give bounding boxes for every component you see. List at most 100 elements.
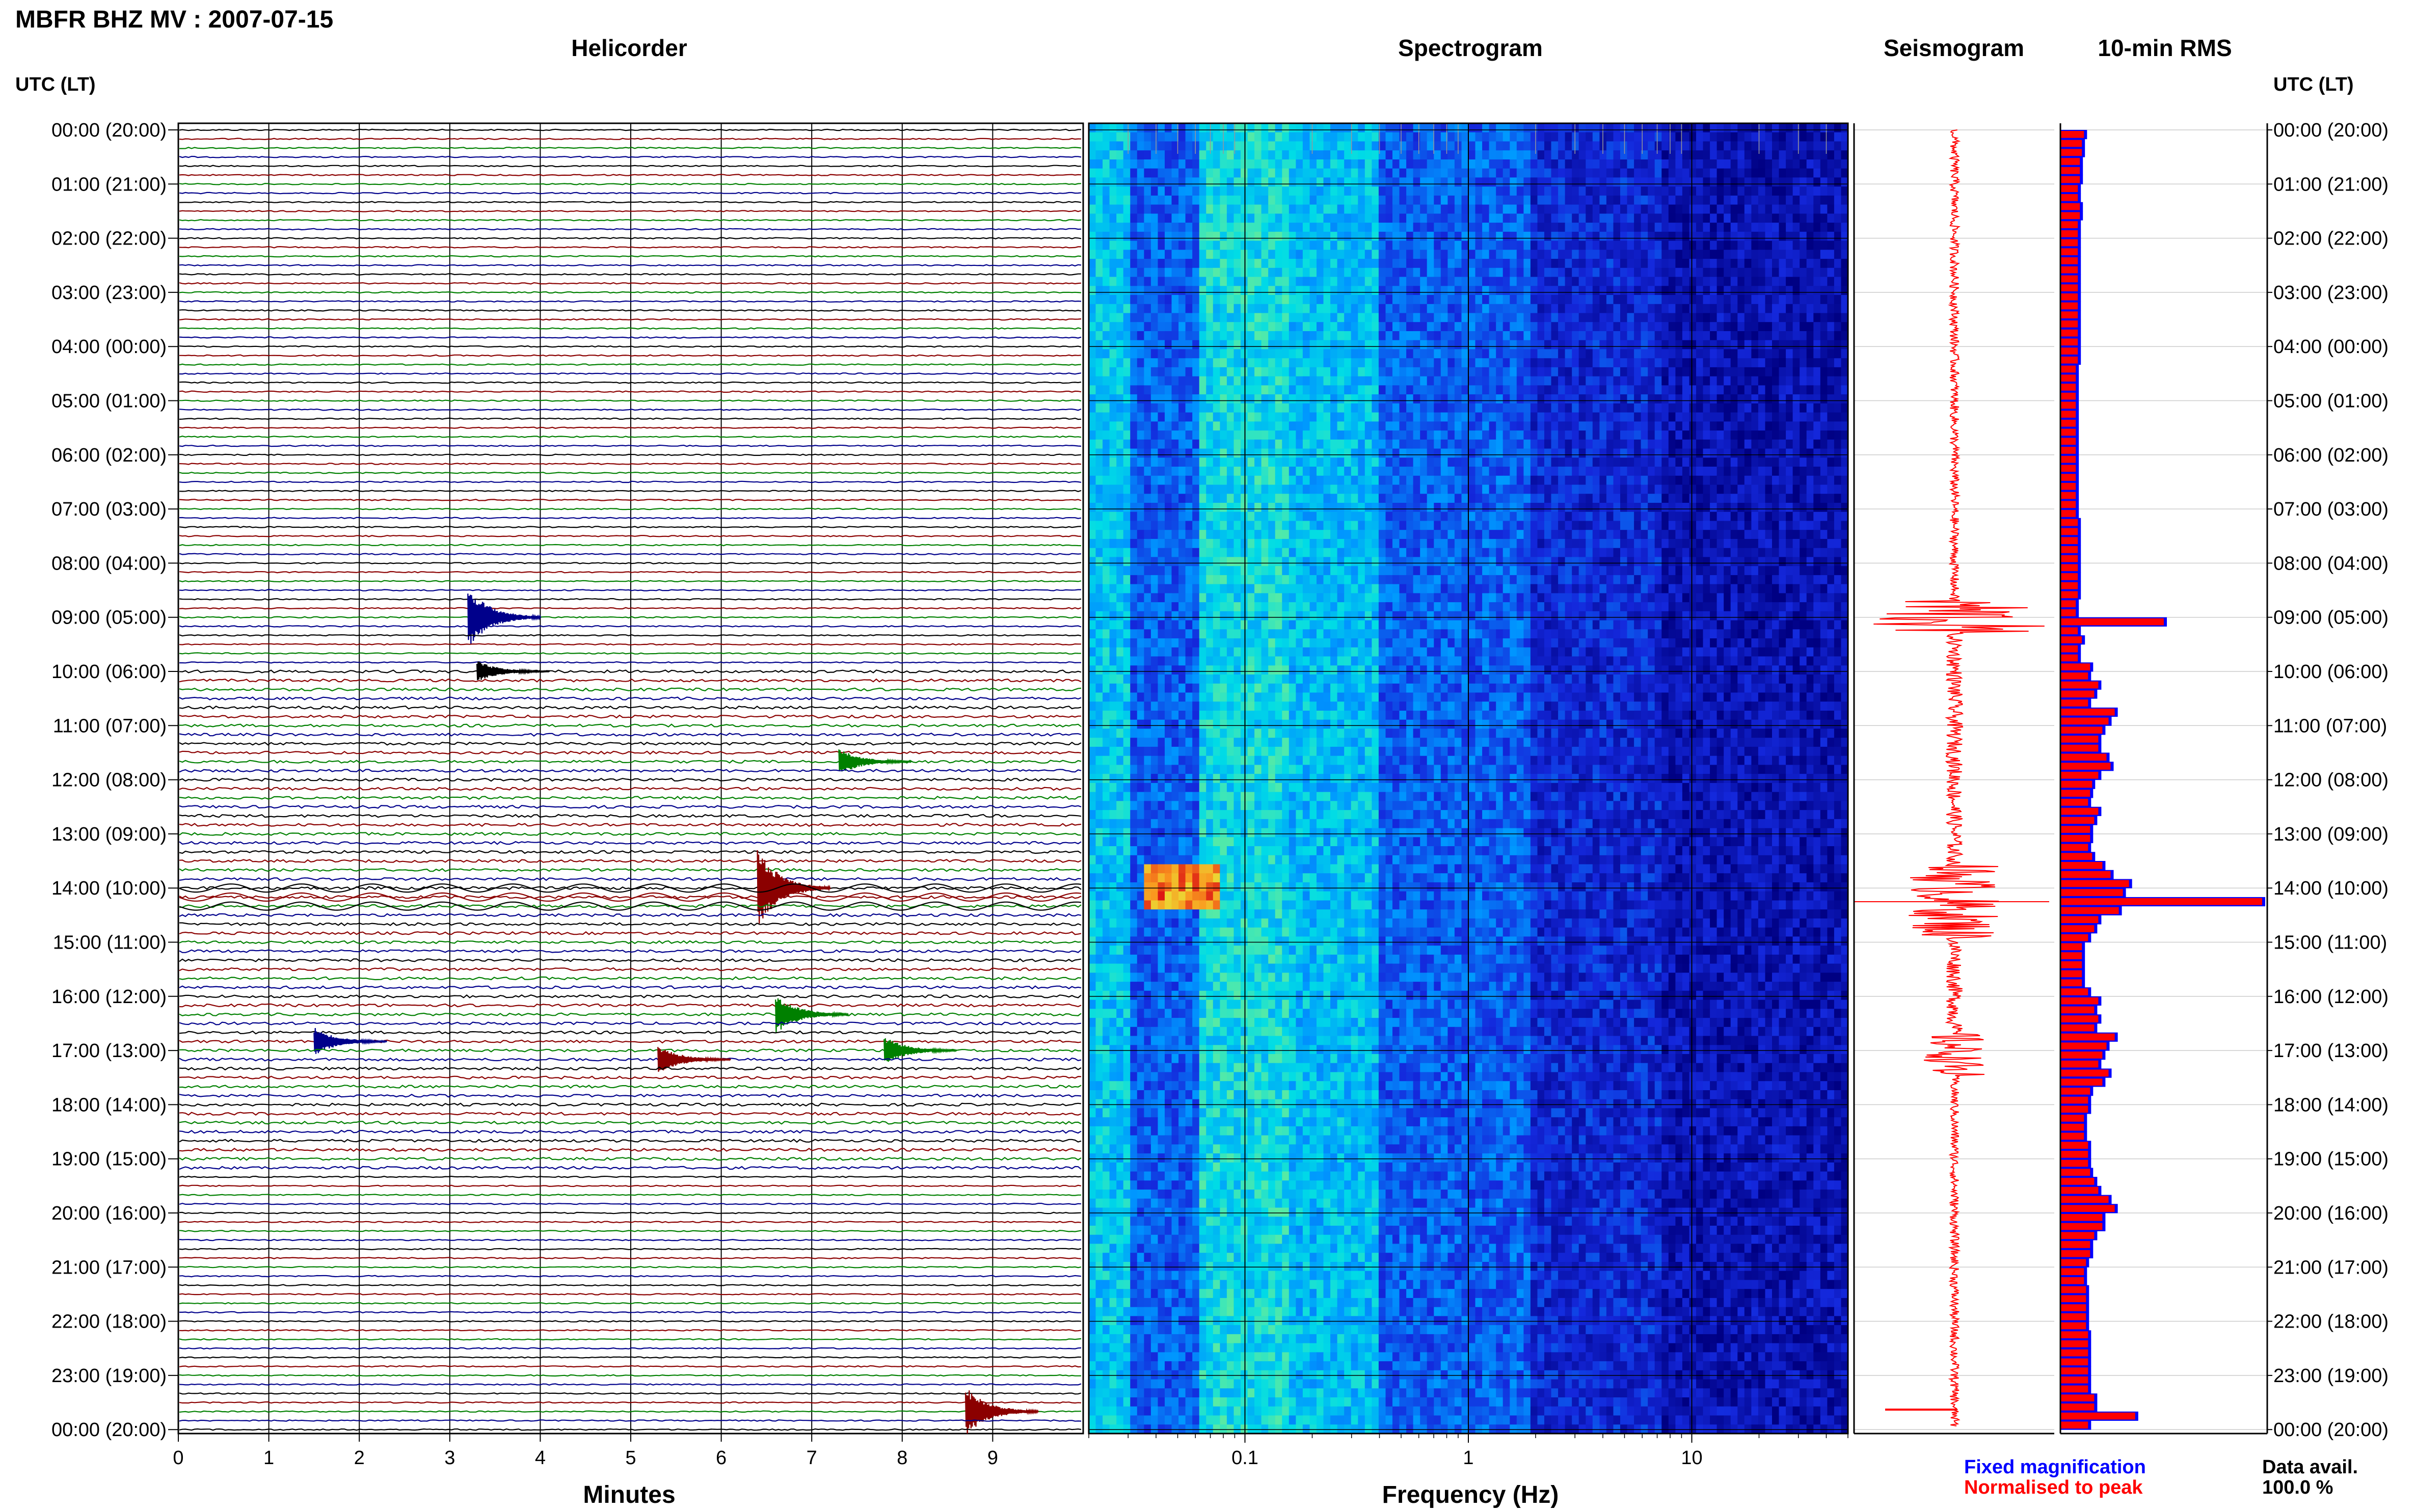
spectrogram-cell bbox=[1820, 277, 1828, 286]
spectrogram-cell bbox=[1358, 295, 1365, 304]
spectrogram-cell bbox=[1144, 376, 1151, 386]
spectrogram-cell bbox=[1606, 177, 1614, 186]
spectrogram-cell bbox=[1137, 376, 1144, 386]
spectrogram-cell bbox=[1468, 241, 1475, 250]
spectrogram-cell bbox=[1620, 286, 1627, 295]
spectrogram-cell bbox=[1427, 385, 1434, 394]
spectrogram-cell bbox=[1199, 457, 1206, 467]
spectrogram-cell bbox=[1517, 150, 1524, 159]
spectrogram-cell bbox=[1462, 403, 1469, 413]
spectrogram-cell bbox=[1745, 449, 1752, 458]
spectrogram-cell bbox=[1599, 169, 1606, 178]
spectrogram-cell bbox=[1172, 159, 1179, 169]
spectrogram-cell bbox=[1779, 196, 1786, 205]
spectrogram-cell bbox=[1669, 430, 1676, 440]
spectrogram-cell bbox=[1648, 358, 1655, 367]
spectrogram-cell bbox=[1123, 159, 1131, 169]
spectrogram-cell bbox=[1682, 376, 1689, 386]
spectrogram-cell bbox=[1206, 413, 1213, 422]
spectrogram-cell bbox=[1544, 159, 1551, 169]
spectrogram-cell bbox=[1489, 268, 1496, 277]
spectrogram-cell bbox=[1441, 394, 1448, 403]
spectrogram-cell bbox=[1296, 177, 1303, 186]
spectrogram-cell bbox=[1745, 467, 1752, 476]
spectrogram-cell bbox=[1475, 440, 1483, 449]
spectrogram-cell bbox=[1751, 142, 1758, 151]
spectrogram-cell bbox=[1324, 503, 1331, 512]
spectrogram-cell bbox=[1731, 322, 1738, 331]
spectrogram-cell bbox=[1324, 232, 1331, 241]
spectrogram-cell bbox=[1330, 142, 1337, 151]
spectrogram-cell bbox=[1827, 476, 1834, 485]
spectrogram-cell bbox=[1178, 503, 1186, 512]
spectrogram-cell bbox=[1841, 213, 1848, 223]
spectrogram-cell bbox=[1241, 150, 1248, 159]
spectrogram-cell bbox=[1523, 403, 1531, 413]
spectrogram-cell bbox=[1572, 385, 1579, 394]
spectrogram-cell bbox=[1227, 259, 1234, 268]
spectrogram-cell bbox=[1344, 250, 1351, 259]
spectrogram-cell bbox=[1510, 440, 1517, 449]
spectrogram-cell bbox=[1834, 322, 1841, 331]
spectrogram-cell bbox=[1427, 232, 1434, 241]
spectrogram-cell bbox=[1565, 403, 1572, 413]
spectrogram-cell bbox=[1510, 376, 1517, 386]
spectrogram-cell bbox=[1682, 205, 1689, 214]
spectrogram-cell bbox=[1441, 512, 1448, 521]
spectrogram-cell bbox=[1248, 223, 1255, 232]
spectrogram-cell bbox=[1661, 177, 1669, 186]
spectrogram-cell bbox=[1351, 413, 1358, 422]
spectrogram-cell bbox=[1158, 232, 1165, 241]
spectrogram-cell bbox=[1289, 250, 1296, 259]
spectrogram-cell bbox=[1213, 241, 1220, 250]
spectrogram-cell bbox=[1296, 150, 1303, 159]
spectrogram-cell bbox=[1310, 286, 1317, 295]
spectrogram-cell bbox=[1475, 457, 1483, 467]
spectrogram-cell bbox=[1427, 159, 1434, 169]
spectrogram-cell bbox=[1648, 494, 1655, 503]
spectrogram-cell bbox=[1254, 340, 1262, 349]
spectrogram-cell bbox=[1765, 494, 1773, 503]
spectrogram-cell bbox=[1192, 440, 1199, 449]
spectrogram-cell bbox=[1220, 476, 1227, 485]
spectrogram-cell bbox=[1696, 457, 1703, 467]
spectrogram-cell bbox=[1192, 132, 1199, 142]
spectrogram-cell bbox=[1096, 196, 1103, 205]
spectrogram-cell bbox=[1813, 268, 1820, 277]
spectrogram-cell bbox=[1392, 142, 1400, 151]
spectrogram-cell bbox=[1462, 349, 1469, 358]
spectrogram-cell bbox=[1248, 385, 1255, 394]
spectrogram-cell bbox=[1447, 413, 1455, 422]
spectrogram-cell bbox=[1324, 376, 1331, 386]
spectrogram-cell bbox=[1248, 123, 1255, 132]
spectrogram-cell bbox=[1586, 457, 1593, 467]
spectrogram-cell bbox=[1447, 241, 1455, 250]
spectrogram-cell bbox=[1614, 286, 1621, 295]
spectrogram-cell bbox=[1227, 449, 1234, 458]
spectrogram-cell bbox=[1827, 376, 1834, 386]
spectrogram-cell bbox=[1137, 241, 1144, 250]
spectrogram-cell bbox=[1282, 241, 1289, 250]
spectrogram-cell bbox=[1717, 250, 1724, 259]
spectrogram-cell bbox=[1606, 485, 1614, 494]
spectrogram-cell bbox=[1130, 213, 1137, 223]
spectrogram-cell bbox=[1110, 358, 1117, 367]
spectrogram-cell bbox=[1116, 268, 1123, 277]
spectrogram-cell bbox=[1710, 322, 1717, 331]
spectrogram-cell bbox=[1503, 259, 1510, 268]
spectrogram-cell bbox=[1468, 169, 1475, 178]
spectrogram-cell bbox=[1406, 277, 1413, 286]
spectrogram-cell bbox=[1786, 223, 1793, 232]
spectrogram-cell bbox=[1172, 177, 1179, 186]
spectrogram-cell bbox=[1358, 250, 1365, 259]
spectrogram-cell bbox=[1696, 403, 1703, 413]
spectrogram-cell bbox=[1192, 394, 1199, 403]
spectrogram-cell bbox=[1772, 421, 1779, 430]
spectrogram-cell bbox=[1800, 213, 1807, 223]
spectrogram-cell bbox=[1482, 494, 1489, 503]
spectrogram-cell bbox=[1551, 403, 1559, 413]
spectrogram-cell bbox=[1434, 250, 1441, 259]
spectrogram-cell bbox=[1268, 268, 1275, 277]
spectrogram-cell bbox=[1110, 322, 1117, 331]
spectrogram-cell bbox=[1262, 385, 1269, 394]
